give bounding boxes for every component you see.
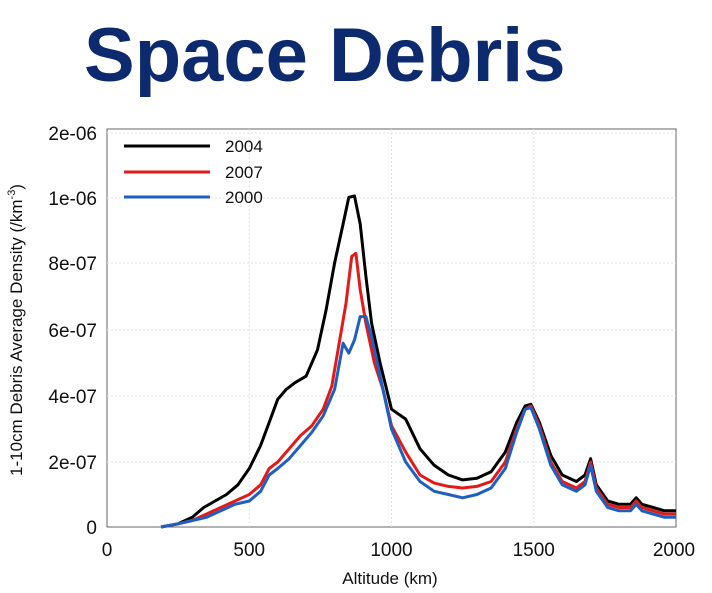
y-tick-label: 8e-07	[48, 254, 97, 275]
legend: 2004 2007 2000	[124, 137, 263, 207]
x-axis-label: Altitude (km)	[342, 569, 437, 588]
y-axis-label-end: )	[7, 184, 26, 190]
x-tick-label: 2000	[653, 540, 695, 561]
x-tick-label: 0	[102, 540, 113, 561]
x-tick-label: 500	[233, 540, 265, 561]
page-title: Space Debris	[84, 13, 566, 98]
legend-label-2000: 2000	[225, 188, 263, 207]
plot-area	[106, 128, 677, 528]
legend-label-2004: 2004	[225, 137, 263, 156]
x-tick-labels: 0 500 1000 1500 2000	[102, 540, 695, 561]
y-axis-label-sup: -3	[6, 190, 18, 200]
y-tick-labels: 0 2e-07 4e-07 6e-07 8e-07 1e-06 2e-06	[48, 124, 97, 539]
y-tick-label: 2e-07	[48, 453, 97, 474]
series-lines	[160, 194, 676, 529]
y-tick-label: 1e-06	[48, 189, 97, 210]
x-tick-label: 1500	[513, 540, 555, 561]
y-tick-label: 4e-07	[48, 387, 97, 408]
y-axis-label: 1-10cm Debris Average Density (/km-3)	[6, 184, 26, 476]
y-axis-label-main: 1-10cm Debris Average Density (/km	[7, 199, 26, 476]
y-tick-label: 6e-07	[48, 321, 97, 342]
legend-label-2007: 2007	[225, 163, 263, 182]
y-tick-label: 0	[86, 518, 97, 539]
y-tick-label: 2e-06	[48, 124, 97, 145]
x-tick-label: 1000	[370, 540, 412, 561]
series-line-2000	[160, 315, 676, 529]
grid	[107, 129, 676, 527]
